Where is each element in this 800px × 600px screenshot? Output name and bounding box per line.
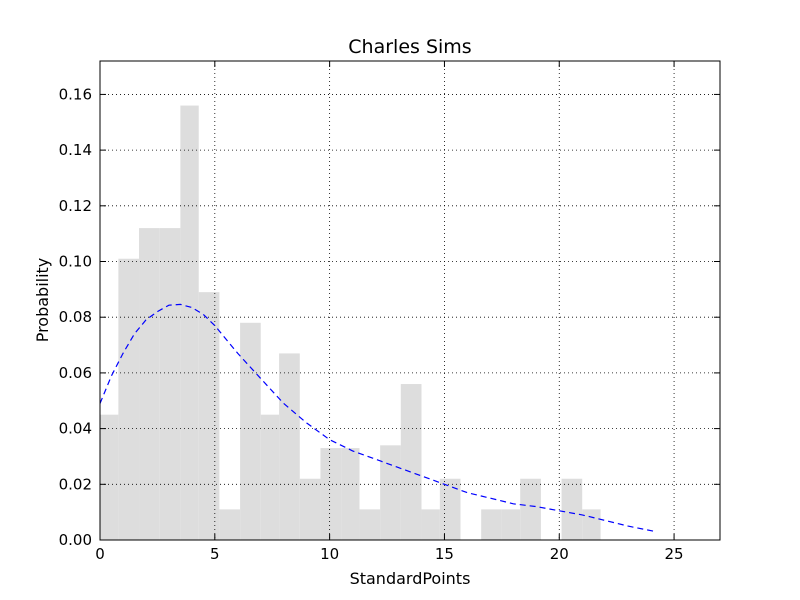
- histogram-bar: [159, 228, 181, 540]
- x-tick-label: 0: [95, 545, 105, 563]
- histogram-bar: [180, 105, 199, 540]
- x-tick-label: 15: [435, 545, 454, 563]
- histogram-bar: [260, 414, 280, 540]
- histogram-bar: [240, 322, 261, 540]
- plot-frame: [99, 60, 721, 541]
- histogram-bar: [501, 509, 521, 540]
- y-axis-label: Probability: [33, 258, 52, 343]
- histogram-bar: [582, 509, 601, 540]
- histogram-bars: [100, 105, 601, 540]
- histogram-bar: [439, 478, 461, 540]
- density-curve: [99, 303, 656, 533]
- y-tick-label: 0.12: [59, 197, 92, 215]
- x-axis-label: StandardPoints: [350, 569, 471, 588]
- histogram-bar: [561, 478, 583, 540]
- histogram-bar: [400, 384, 422, 540]
- y-tick-label: 0.04: [59, 420, 92, 438]
- y-tick-label: 0.14: [59, 141, 92, 159]
- y-tick-label: 0.06: [59, 364, 92, 382]
- chart-title: Charles Sims: [348, 36, 471, 58]
- histogram-bar: [299, 478, 321, 540]
- histogram-bar: [359, 509, 381, 540]
- histogram-bar: [341, 448, 360, 540]
- y-tick-label: 0.08: [59, 308, 92, 326]
- x-axis-ticks: 0 5 10 15 20 25: [95, 61, 684, 563]
- histogram-bar: [100, 414, 119, 540]
- y-tick-label: 0.00: [59, 531, 92, 549]
- histogram-bar: [279, 353, 300, 540]
- grid-lines: [100, 61, 720, 540]
- histogram-bar: [481, 509, 502, 540]
- histogram-bar: [219, 509, 241, 540]
- histogram-bar: [380, 445, 401, 540]
- x-tick-label: 5: [210, 545, 220, 563]
- x-tick-label: 10: [320, 545, 339, 563]
- y-axis-ticks: 0.00 0.02 0.04 0.06 0.08 0.10 0.12 0.14 0.16: [59, 85, 720, 549]
- histogram-bar: [421, 509, 440, 540]
- histogram-bar: [320, 448, 342, 540]
- histogram-bar: [198, 292, 220, 540]
- x-tick-label: 25: [665, 545, 684, 563]
- y-tick-label: 0.10: [59, 253, 92, 271]
- x-tick-label: 20: [550, 545, 569, 563]
- histogram-bar: [139, 228, 160, 540]
- y-tick-label: 0.16: [59, 85, 92, 103]
- histogram-bar: [118, 258, 140, 540]
- y-tick-label: 0.02: [59, 475, 92, 493]
- histogram-bar: [520, 478, 541, 540]
